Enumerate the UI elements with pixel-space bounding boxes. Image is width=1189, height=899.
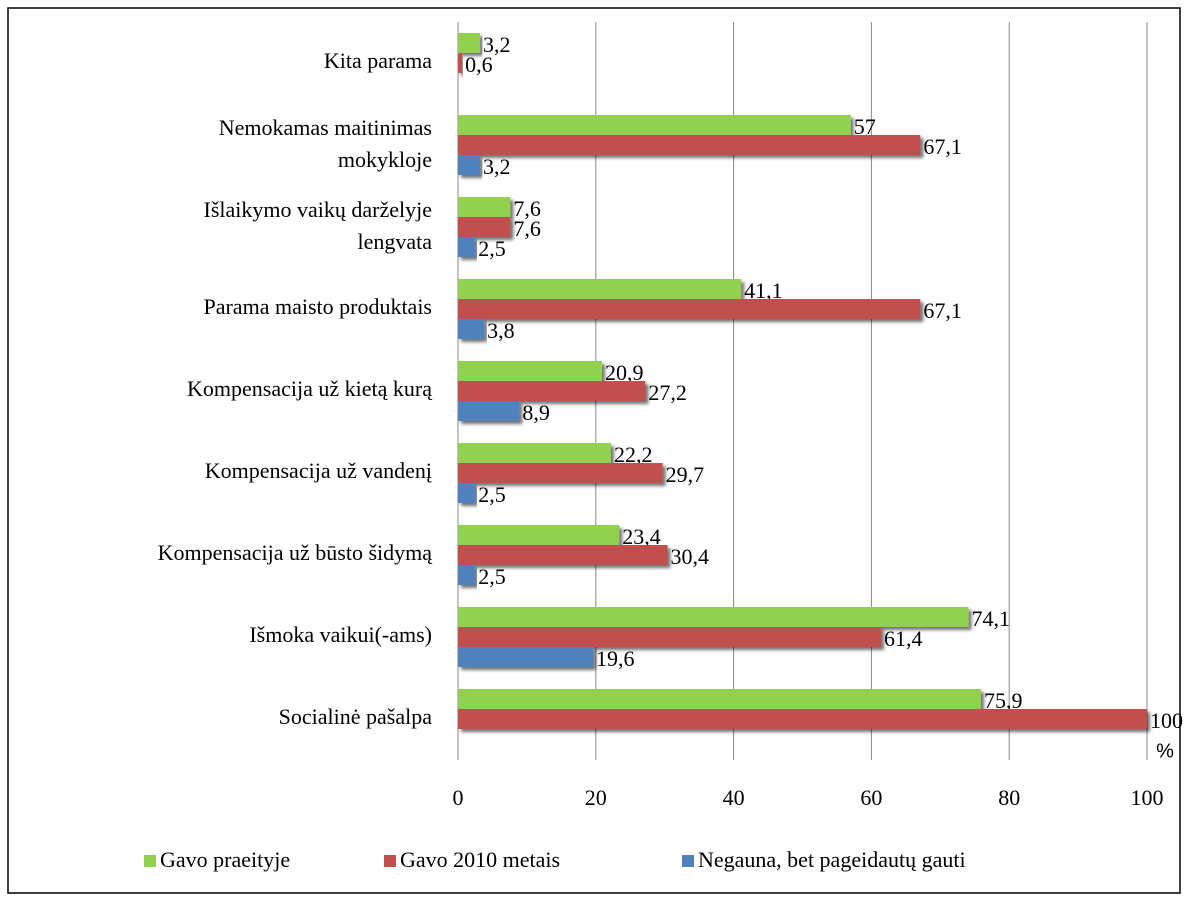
- y-tick-label: Kompensacija už kietą kurą: [187, 376, 432, 401]
- value-label: 2,5: [478, 564, 506, 589]
- bar: [458, 647, 594, 667]
- value-label: 74,1: [972, 606, 1011, 631]
- label-line: lengvata: [357, 229, 432, 254]
- value-label: 41,1: [744, 278, 783, 303]
- value-label: 0,6: [465, 52, 493, 77]
- bar: [458, 217, 511, 237]
- value-label: 57: [854, 114, 876, 139]
- bar: [458, 155, 481, 175]
- legend-swatch: [144, 855, 156, 867]
- value-label: 19,6: [596, 646, 635, 671]
- value-label: 7,6: [513, 216, 541, 241]
- value-label: 100: [1150, 708, 1183, 733]
- bar: [458, 463, 663, 483]
- bar: [458, 483, 476, 503]
- value-label: 8,9: [522, 400, 550, 425]
- bar: [458, 53, 463, 73]
- bar: [458, 627, 882, 647]
- value-label: 67,1: [923, 134, 962, 159]
- y-tick-label: Išmoka vaikui(-ams): [249, 622, 432, 647]
- legend-label: Gavo praeityje: [160, 847, 290, 872]
- x-tick-label: 0: [453, 785, 464, 810]
- y-tick-label: Nemokamas maitinimas mokykloje: [219, 115, 432, 172]
- chart-frame: [7, 7, 1181, 894]
- bar: [458, 381, 646, 401]
- value-label: 67,1: [923, 298, 962, 323]
- y-tick-label: Kita parama: [324, 48, 432, 73]
- bar: [458, 197, 511, 217]
- bar: [458, 443, 611, 463]
- x-tick-label: 60: [860, 785, 882, 810]
- bar: [458, 237, 476, 257]
- axis-label: %: [1156, 740, 1174, 762]
- value-label: 22,2: [614, 442, 653, 467]
- x-tick-label: 20: [585, 785, 607, 810]
- value-label: 61,4: [884, 626, 923, 651]
- bar: [458, 689, 981, 709]
- label-line: mokykloje: [338, 147, 432, 172]
- value-label: 3,2: [483, 154, 511, 179]
- value-label: 23,4: [622, 524, 661, 549]
- bar: [458, 361, 603, 381]
- bar: [458, 33, 481, 53]
- legend-label: Gavo 2010 metais: [400, 847, 560, 872]
- x-tick-label: 80: [998, 785, 1020, 810]
- x-tick-label: 100: [1131, 785, 1164, 810]
- value-label: 75,9: [984, 688, 1023, 713]
- value-label: 27,2: [648, 380, 687, 405]
- bar: [458, 115, 851, 135]
- bar: [458, 319, 485, 339]
- bar: [458, 135, 921, 155]
- y-tick-label: Kompensacija už būsto šidymą: [158, 540, 433, 565]
- y-tick-label: Socialinė pašalpa: [279, 704, 433, 729]
- label-line: Išlaikymo vaikų darželyje: [204, 197, 432, 222]
- legend-swatch: [384, 855, 396, 867]
- bar: [458, 279, 742, 299]
- value-label: 30,4: [670, 544, 709, 569]
- legend-label: Negauna, bet pageidautų gauti: [698, 847, 966, 872]
- value-label: 20,9: [605, 360, 644, 385]
- value-label: 29,7: [666, 462, 705, 487]
- bar: [458, 525, 620, 545]
- y-tick-label: Kompensacija už vandenį: [205, 458, 432, 483]
- value-label: 3,8: [487, 318, 515, 343]
- value-label: 2,5: [478, 482, 506, 507]
- x-tick-label: 40: [723, 785, 745, 810]
- y-tick-label: Išlaikymo vaikų darželyje lengvata: [204, 197, 433, 254]
- legend-swatch: [682, 855, 694, 867]
- bar: [458, 545, 668, 565]
- bar: [458, 607, 969, 627]
- y-tick-label: Parama maisto produktais: [203, 294, 432, 319]
- label-line: Nemokamas maitinimas: [219, 115, 432, 140]
- value-label: 3,2: [483, 32, 511, 57]
- bar: [458, 709, 1147, 729]
- bar: [458, 565, 476, 585]
- value-label: 7,6: [513, 196, 541, 221]
- bar: [458, 299, 921, 319]
- value-label: 2,5: [478, 236, 506, 261]
- bar: [458, 401, 520, 421]
